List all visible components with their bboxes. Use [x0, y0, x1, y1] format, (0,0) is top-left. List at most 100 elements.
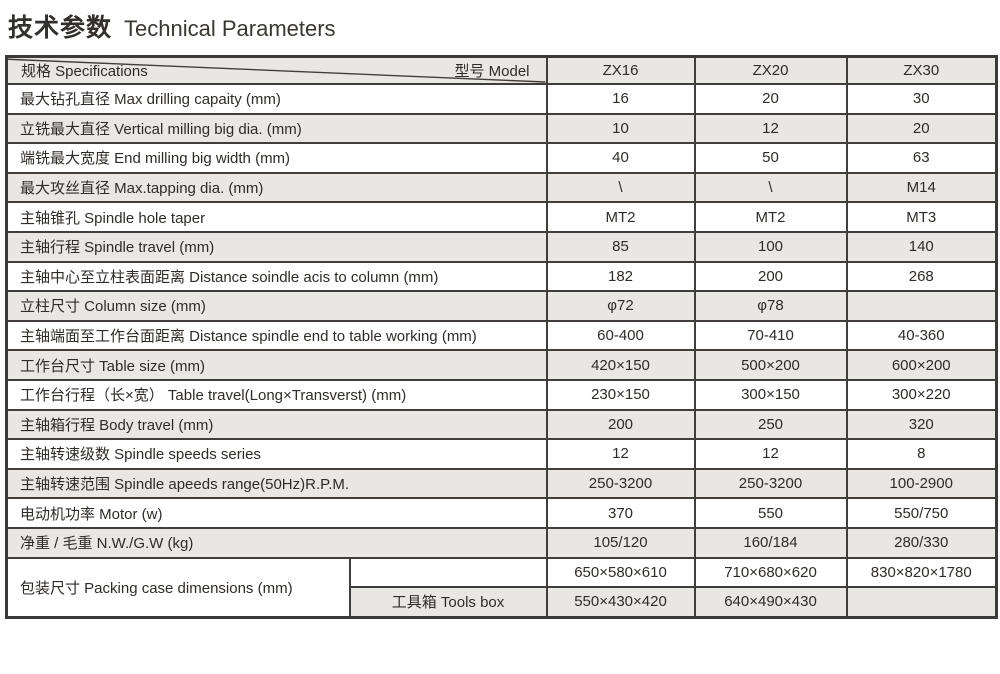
- cell-value: 20: [693, 83, 848, 115]
- cell-value: 830×820×1780: [845, 556, 998, 589]
- row-label: 主轴箱行程 Body travel (mm): [5, 408, 548, 441]
- row-label: 工作台尺寸 Table size (mm): [5, 349, 548, 381]
- cell-value: [845, 290, 998, 322]
- cell-value: 40-360: [845, 319, 998, 352]
- cell-value: 140: [845, 230, 998, 263]
- row-label: 主轴转速级数 Spindle speeds series: [5, 438, 548, 470]
- cell-value: 320: [845, 408, 998, 441]
- tools-box-row: 工具箱 Tools box 550×430×420 640×490×430: [7, 586, 998, 619]
- cell-value: 280/330: [845, 526, 998, 559]
- cell-value: 100-2900: [845, 467, 998, 500]
- cell-value: φ78: [693, 290, 848, 322]
- cell-value: 640×490×430: [693, 586, 848, 619]
- cell-value: 650×580×610: [545, 556, 696, 589]
- packing-case-row: 包装尺寸 Packing case dimensions (mm) 650×58…: [5, 556, 998, 619]
- row-label: 主轴锥孔 Spindle hole taper: [5, 201, 548, 233]
- row-label: 主轴端面至工作台面距离 Distance spindle end to tabl…: [5, 319, 548, 352]
- table-row: 主轴中心至立柱表面距离 Distance soindle acis to col…: [5, 260, 998, 293]
- cell-value: 550/750: [845, 497, 998, 529]
- row-label: 主轴行程 Spindle travel (mm): [5, 230, 548, 263]
- cell-value: 60-400: [545, 319, 696, 352]
- cell-value: 10: [545, 112, 696, 145]
- row-label: 最大攻丝直径 Max.tapping dia. (mm): [5, 171, 548, 204]
- table-row: 立柱尺寸 Column size (mm) φ72 φ78: [5, 290, 998, 322]
- row-label: 立柱尺寸 Column size (mm): [5, 290, 548, 322]
- corner-cell: 规格 Specifications 型号 Model: [5, 55, 548, 85]
- table-row: 端铣最大宽度 End milling big width (mm) 40 50 …: [5, 142, 998, 174]
- table-row: 工作台尺寸 Table size (mm) 420×150 500×200 60…: [5, 349, 998, 381]
- cell-value: 550×430×420: [545, 586, 696, 619]
- cell-value: 420×150: [545, 349, 696, 381]
- cell-value: 70-410: [693, 319, 848, 352]
- row-label: 最大钻孔直径 Max drilling capaity (mm): [5, 83, 548, 115]
- cell-value: 230×150: [545, 378, 696, 411]
- cell-value: 8: [845, 438, 998, 470]
- cell-value: 300×220: [845, 378, 998, 411]
- column-header-zx16: ZX16: [545, 55, 696, 85]
- table-row: 电动机功率 Motor (w) 370 550 550/750: [5, 497, 998, 529]
- specifications-label: 规格 Specifications: [21, 63, 148, 80]
- cell-value: 200: [693, 260, 848, 293]
- cell-value: 200: [545, 408, 696, 441]
- page-title-en: Technical Parameters: [124, 16, 336, 41]
- cell-value: 12: [693, 438, 848, 470]
- tools-box-label: 工具箱 Tools box: [348, 586, 548, 619]
- technical-parameters-table: 规格 Specifications 型号 Model ZX16 ZX20 ZX3…: [5, 55, 998, 619]
- page-title-zh: 技术参数: [8, 14, 113, 42]
- table-row: 最大攻丝直径 Max.tapping dia. (mm) \ \ M14: [5, 171, 998, 204]
- cell-value: 500×200: [693, 349, 848, 381]
- row-label: 立铣最大直径 Vertical milling big dia. (mm): [5, 112, 548, 145]
- cell-value: 40: [545, 142, 696, 174]
- cell-value: 105/120: [545, 526, 696, 559]
- cell-value: [845, 586, 998, 619]
- row-label: 主轴转速范围 Spindle apeeds range(50Hz)R.P.M.: [5, 467, 548, 500]
- cell-value: 250-3200: [545, 467, 696, 500]
- cell-value: φ72: [545, 290, 696, 322]
- cell-value: MT3: [845, 201, 998, 233]
- cell-value: 12: [693, 112, 848, 145]
- cell-value: 550: [693, 497, 848, 529]
- table-row: 主轴锥孔 Spindle hole taper MT2 MT2 MT3: [5, 201, 998, 233]
- column-header-zx20: ZX20: [693, 55, 848, 85]
- column-header-zx30: ZX30: [845, 55, 998, 85]
- cell-value: 30: [845, 83, 998, 115]
- cell-value: 710×680×620: [693, 556, 848, 589]
- table-row: 主轴转速范围 Spindle apeeds range(50Hz)R.P.M. …: [5, 467, 998, 500]
- table-row: 立铣最大直径 Vertical milling big dia. (mm) 10…: [5, 112, 998, 145]
- cell-value: 12: [545, 438, 696, 470]
- cell-value: M14: [845, 171, 998, 204]
- table-row: 主轴端面至工作台面距离 Distance spindle end to tabl…: [5, 319, 998, 352]
- cell-value: 85: [545, 230, 696, 263]
- page-title: 技术参数 Technical Parameters: [8, 8, 336, 44]
- cell-value: \: [693, 171, 848, 204]
- cell-value: 250-3200: [693, 467, 848, 500]
- row-label: 工作台行程（长×宽） Table travel(Long×Transverst)…: [5, 378, 548, 411]
- packing-sub-empty-cell: [348, 556, 548, 589]
- row-label: 电动机功率 Motor (w): [5, 497, 548, 529]
- cell-value: 100: [693, 230, 848, 263]
- cell-value: 250: [693, 408, 848, 441]
- cell-value: 16: [545, 83, 696, 115]
- cell-value: MT2: [693, 201, 848, 233]
- cell-value: \: [545, 171, 696, 204]
- cell-value: 160/184: [693, 526, 848, 559]
- cell-value: 600×200: [845, 349, 998, 381]
- table-row: 主轴箱行程 Body travel (mm) 200 250 320: [5, 408, 998, 441]
- cell-value: 300×150: [693, 378, 848, 411]
- table-row: 主轴行程 Spindle travel (mm) 85 100 140: [5, 230, 998, 263]
- cell-value: 50: [693, 142, 848, 174]
- cell-value: 268: [845, 260, 998, 293]
- row-label: 端铣最大宽度 End milling big width (mm): [5, 142, 548, 174]
- header-row: 规格 Specifications 型号 Model ZX16 ZX20 ZX3…: [5, 55, 998, 85]
- cell-value: 370: [545, 497, 696, 529]
- row-label: 净重 / 毛重 N.W./G.W (kg): [5, 526, 548, 559]
- row-label: 主轴中心至立柱表面距离 Distance soindle acis to col…: [5, 260, 548, 293]
- table-row: 最大钻孔直径 Max drilling capaity (mm) 16 20 3…: [5, 83, 998, 115]
- packing-label: 包装尺寸 Packing case dimensions (mm): [5, 556, 351, 619]
- diagonal-divider-line: [8, 58, 546, 83]
- table-row: 工作台行程（长×宽） Table travel(Long×Transverst)…: [5, 378, 998, 411]
- table-row: 主轴转速级数 Spindle speeds series 12 12 8: [5, 438, 998, 470]
- cell-value: 182: [545, 260, 696, 293]
- table-row: 净重 / 毛重 N.W./G.W (kg) 105/120 160/184 28…: [5, 526, 998, 559]
